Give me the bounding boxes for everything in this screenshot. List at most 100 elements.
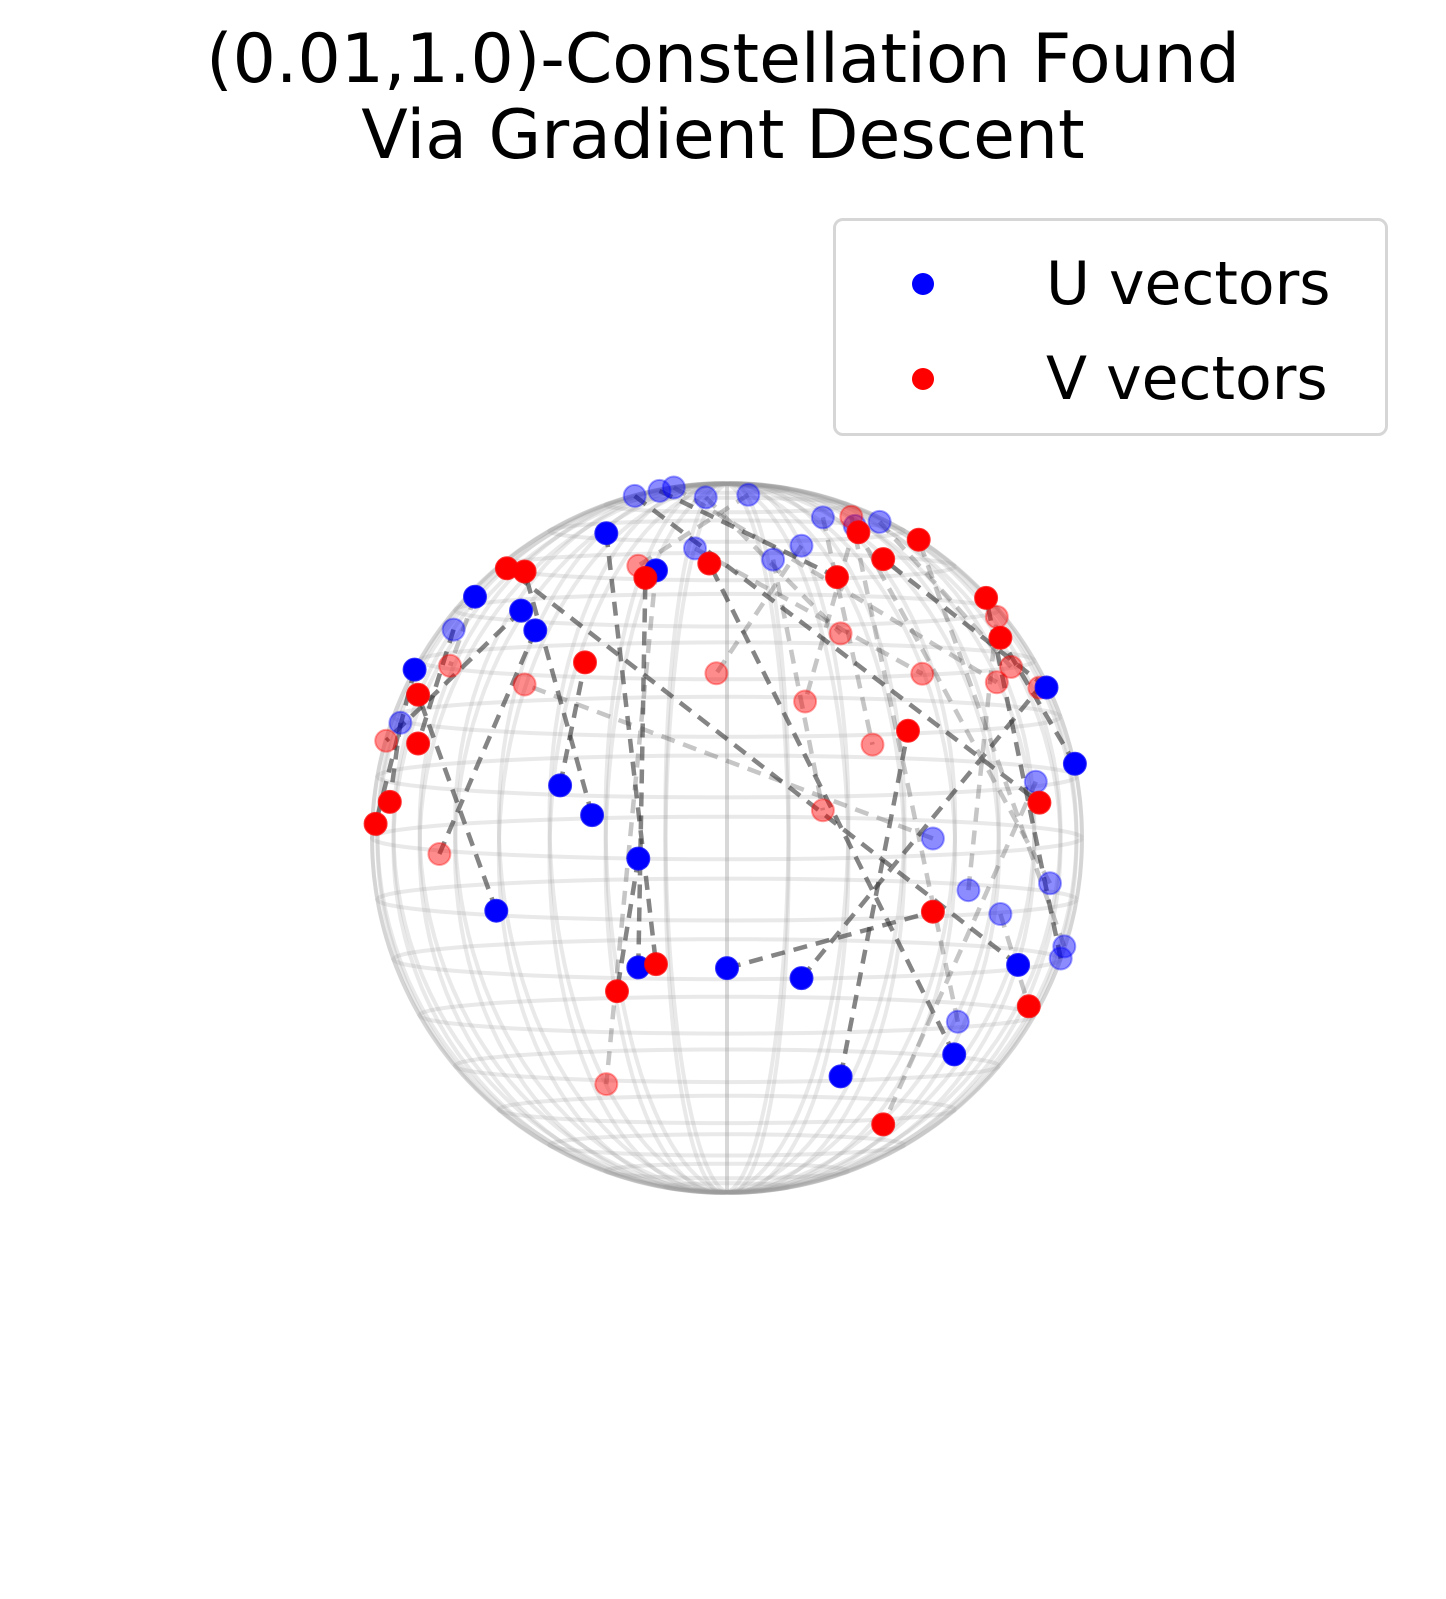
v-vector-point — [512, 672, 537, 697]
pair-link — [838, 730, 911, 1077]
u-vector-point — [693, 485, 718, 510]
v-vector-point — [999, 654, 1023, 679]
pair-link — [557, 661, 588, 786]
u-vector-point — [402, 657, 427, 682]
wireframe-meridian — [726, 481, 1063, 1195]
wireframe-parallel — [452, 591, 1001, 629]
u-vector-point — [988, 902, 1013, 926]
v-vector-point — [363, 811, 388, 836]
sphere-outline — [370, 481, 1084, 1195]
pair-link — [658, 488, 838, 580]
wireframe-meridian — [726, 481, 958, 1195]
wireframe-meridian — [663, 481, 728, 1196]
pair-link — [633, 494, 1041, 805]
wireframe-meridian — [391, 481, 728, 1195]
wireframe-meridian — [663, 480, 728, 1195]
pair-link — [387, 722, 403, 803]
v-vector-point — [374, 728, 399, 753]
u-vector-point — [715, 956, 739, 981]
v-vector-point — [793, 689, 818, 714]
wireframe-meridian — [417, 481, 728, 1195]
pair-link — [415, 628, 456, 745]
v-vector-point — [810, 798, 835, 823]
v-vector-point — [704, 661, 729, 686]
u-vector-point — [523, 618, 548, 643]
pair-link — [523, 682, 934, 841]
data-points — [363, 475, 1087, 1137]
v-vector-point — [825, 565, 849, 590]
v-vector-point — [644, 952, 668, 977]
v-vector-point — [406, 731, 431, 756]
wireframe-meridian — [726, 481, 1079, 1195]
wireframe-meridian — [726, 481, 1063, 1195]
v-vector-point — [1027, 790, 1052, 815]
wireframe-parallel — [417, 994, 1037, 1036]
u-vector-point — [1034, 675, 1059, 700]
pair-link — [505, 566, 1020, 967]
pair-link — [820, 516, 875, 746]
wireframe-meridian — [726, 481, 1037, 1195]
u-vector-point — [736, 482, 761, 507]
u-vector-point — [484, 898, 509, 923]
wireframe-meridian — [547, 481, 728, 1195]
u-vector-point — [828, 1064, 853, 1089]
wireframe-meridian — [417, 481, 728, 1195]
v-vector-point — [988, 625, 1013, 650]
u-vector-point — [683, 536, 707, 561]
wireframe-meridian — [726, 481, 1037, 1195]
wireframe-meridian — [453, 481, 728, 1195]
wireframe-meridian — [726, 481, 907, 1195]
chart-title: (0.01,1.0)-Constellation Found Via Gradi… — [0, 22, 1446, 174]
v-vector-point — [984, 670, 1009, 695]
wireframe-parallel — [452, 1047, 1001, 1085]
u-vector-point — [789, 533, 814, 558]
wireframe-meridian — [726, 481, 1085, 1195]
legend: U vectors V vectors — [833, 218, 1388, 436]
u-vector-point — [956, 878, 981, 903]
wireframe-meridian — [726, 481, 1079, 1195]
wireframe-parallel — [546, 1132, 907, 1158]
wireframe-parallel — [390, 937, 1063, 982]
v-vector-point — [512, 559, 537, 584]
wireframe-meridian — [726, 481, 907, 1195]
u-vector-point — [509, 598, 534, 623]
pair-link — [636, 577, 648, 968]
u-vector-point — [548, 773, 573, 798]
pair-link — [522, 570, 595, 816]
u-vector-point — [647, 478, 672, 503]
wireframe-parallel — [390, 694, 1063, 739]
pair-link — [856, 531, 1052, 885]
v-vector-point — [871, 1112, 896, 1137]
u-vector-point — [942, 1042, 967, 1067]
pair-link — [726, 909, 934, 971]
wireframe-meridian — [726, 480, 791, 1195]
pair-link — [714, 544, 804, 675]
u-vector-point — [441, 617, 466, 642]
v-vector-point — [573, 650, 597, 675]
pair-link — [849, 516, 961, 1023]
v-vector-point — [974, 585, 999, 610]
chart-title-line-2: Via Gradient Descent — [361, 96, 1085, 175]
pair-link — [604, 532, 659, 965]
pair-link — [415, 693, 499, 912]
v-vector-point — [427, 842, 452, 866]
v-vector-point — [1016, 994, 1041, 1019]
u-vector-point — [1052, 934, 1077, 959]
legend-marker-v — [912, 368, 934, 390]
v-vector-point — [828, 621, 853, 646]
v-vector-point — [846, 520, 871, 545]
wireframe-meridian — [726, 481, 851, 1195]
wireframe-parallel — [496, 1093, 957, 1126]
wireframe-parallel — [662, 483, 791, 495]
u-vector-point — [661, 475, 686, 500]
wireframe-parallel — [603, 495, 851, 515]
wireframe-meridian — [496, 481, 728, 1195]
legend-label-v: V vectors — [1046, 344, 1328, 414]
pair-link — [447, 595, 478, 667]
pair-link — [770, 559, 826, 811]
u-vector-point — [1023, 769, 1048, 794]
u-vector-point — [626, 846, 651, 871]
u-vector-point — [1038, 871, 1062, 896]
wireframe-meridian — [453, 481, 728, 1195]
pair-link — [704, 495, 843, 635]
